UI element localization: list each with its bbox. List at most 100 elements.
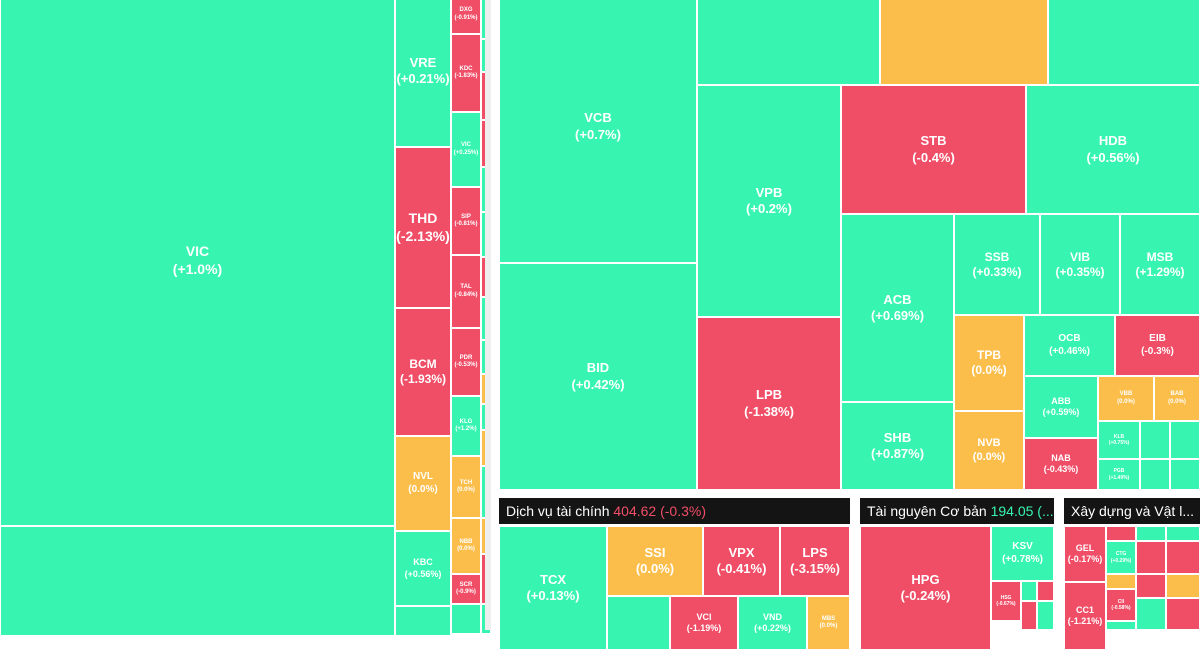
heatmap-cell-pgb[interactable]: PGB (+1.49%)	[1098, 459, 1140, 490]
sector-header-dvtc[interactable]: Dịch vụ tài chính 404.62 (-0.3%)	[499, 498, 850, 524]
change-label: (0.0%)	[819, 623, 838, 629]
change-label: (+1.49%)	[1108, 474, 1130, 481]
heatmap-cell-nbb[interactable]: NBB (0.0%)	[451, 518, 481, 574]
change-label: (+0.35%)	[1055, 264, 1105, 279]
heatmap-cell-lps[interactable]: LPS (-3.15%)	[780, 526, 850, 596]
heatmap-cell-unlabelled[interactable]	[1106, 574, 1136, 589]
change-label: (+0.56%)	[1086, 149, 1140, 165]
heatmap-cell-stb[interactable]: STB (-0.4%)	[841, 85, 1026, 214]
heatmap-cell-vpb[interactable]: VPB (+0.2%)	[697, 85, 841, 317]
ticker-label: TAL	[460, 284, 472, 290]
heatmap-cell-vib[interactable]: VIB (+0.35%)	[1040, 214, 1120, 315]
ticker-label: OCB	[1058, 333, 1081, 344]
heatmap-cell-ssi[interactable]: SSI (0.0%)	[607, 526, 703, 596]
heatmap-cell-unlabelled[interactable]	[1170, 421, 1200, 459]
sector-value: 404.62 (-0.3%)	[613, 503, 706, 519]
heatmap-cell-lpb[interactable]: LPB (-1.38%)	[697, 317, 841, 490]
ticker-label: CTG	[1115, 551, 1127, 558]
heatmap-cell-eib[interactable]: EIB (-0.3%)	[1115, 315, 1200, 376]
heatmap-cell-unlabelled[interactable]	[1166, 526, 1200, 541]
heatmap-cell-unlabelled[interactable]	[1037, 601, 1054, 630]
heatmap-cell-unlabelled[interactable]	[395, 606, 451, 636]
change-label: (+0.25%)	[453, 149, 479, 156]
heatmap-cell-unlabelled[interactable]	[1021, 601, 1037, 630]
heatmap-cell-tal[interactable]: TAL (-0.84%)	[451, 255, 481, 328]
heatmap-cell-unlabelled[interactable]	[1136, 574, 1166, 598]
heatmap-cell-unlabelled[interactable]	[1048, 0, 1200, 85]
heatmap-cell-pdr[interactable]: PDR (-0.53%)	[451, 328, 481, 396]
heatmap-cell-kbc[interactable]: KBC (+0.56%)	[395, 531, 451, 606]
heatmap-cell-hpg[interactable]: HPG (-0.24%)	[860, 526, 991, 650]
ticker-label: VCI	[696, 611, 712, 622]
heatmap-cell-unlabelled[interactable]	[697, 0, 880, 85]
heatmap-cell-bid[interactable]: BID (+0.42%)	[499, 263, 697, 490]
heatmap-cell-nab[interactable]: NAB (-0.43%)	[1024, 438, 1098, 490]
ticker-label: SIP	[461, 213, 471, 220]
change-label: (+1.0%)	[172, 260, 223, 277]
heatmap-cell-unlabelled[interactable]	[1106, 526, 1136, 541]
sector-header-xdvl[interactable]: Xây dựng và Vật l...	[1064, 498, 1200, 524]
heatmap-cell-bab[interactable]: BAB (0.0%)	[1154, 376, 1200, 421]
heatmap-cell-unlabelled[interactable]	[1021, 581, 1037, 601]
heatmap-cell-vre[interactable]: VRE (+0.21%)	[395, 0, 451, 147]
heatmap-cell-acb[interactable]: ACB (+0.69%)	[841, 214, 954, 402]
heatmap-cell-nvl[interactable]: NVL (0.0%)	[395, 436, 451, 531]
heatmap-cell-shb[interactable]: SHB (+0.87%)	[841, 402, 954, 490]
heatmap-cell-msb[interactable]: MSB (+1.29%)	[1120, 214, 1200, 315]
ticker-label: ACB	[883, 291, 912, 307]
heatmap-cell-unlabelled[interactable]	[1140, 459, 1170, 490]
heatmap-cell-tcx[interactable]: TCX (+0.13%)	[499, 526, 607, 650]
heatmap-cell-unlabelled[interactable]	[1170, 459, 1200, 490]
heatmap-cell-unlabelled[interactable]	[1136, 598, 1166, 630]
heatmap-cell-vcb[interactable]: VCB (+0.7%)	[499, 0, 697, 263]
heatmap-cell-vic[interactable]: VIC (+0.25%)	[451, 112, 481, 187]
heatmap-cell-unlabelled[interactable]	[1037, 581, 1054, 601]
change-label: (+0.87%)	[870, 446, 925, 461]
panel-scrollbar[interactable]	[485, 0, 491, 630]
change-label: (0.0%)	[1117, 398, 1135, 405]
heatmap-cell-mbs[interactable]: MBS (0.0%)	[807, 596, 850, 650]
change-label: (-1.19%)	[686, 623, 722, 633]
heatmap-cell-ksv[interactable]: KSV (+0.78%)	[991, 526, 1054, 581]
heatmap-cell-unlabelled[interactable]	[1106, 621, 1136, 630]
heatmap-cell-vic[interactable]: VIC (+1.0%)	[0, 0, 395, 526]
heatmap-cell-unlabelled[interactable]	[1140, 421, 1170, 459]
heatmap-cell-hsg[interactable]: HSG (-0.67%)	[991, 581, 1021, 621]
heatmap-cell-nvb[interactable]: NVB (0.0%)	[954, 411, 1024, 490]
heatmap-cell-kdc[interactable]: KDC (-1.83%)	[451, 34, 481, 112]
heatmap-cell-klg[interactable]: KLG (+1.2%)	[451, 396, 481, 456]
heatmap-cell-hdb[interactable]: HDB (+0.56%)	[1026, 85, 1200, 214]
heatmap-cell-abb[interactable]: ABB (+0.59%)	[1024, 376, 1098, 438]
heatmap-cell-ctg[interactable]: CTG (+0.29%)	[1106, 541, 1136, 574]
heatmap-cell-thd[interactable]: THD (-2.13%)	[395, 147, 451, 308]
heatmap-cell-unlabelled[interactable]	[1166, 574, 1200, 598]
heatmap-cell-unlabelled[interactable]	[607, 596, 670, 650]
change-label: (+0.22%)	[754, 623, 791, 633]
heatmap-cell-tch[interactable]: TCH (0.0%)	[451, 456, 481, 518]
heatmap-cell-unlabelled[interactable]	[1166, 598, 1200, 630]
heatmap-cell-bcm[interactable]: BCM (-1.93%)	[395, 308, 451, 436]
heatmap-cell-unlabelled[interactable]	[1136, 526, 1166, 541]
heatmap-cell-unlabelled[interactable]	[1136, 541, 1166, 574]
heatmap-cell-ocb[interactable]: OCB (+0.46%)	[1024, 315, 1115, 376]
change-label: (+0.21%)	[396, 71, 450, 86]
heatmap-cell-vbb[interactable]: VBB (0.0%)	[1098, 376, 1154, 421]
heatmap-cell-scr[interactable]: SCR (-0.9%)	[451, 574, 481, 604]
sector-header-tncb[interactable]: Tài nguyên Cơ bản 194.05 (...	[860, 498, 1054, 524]
heatmap-cell-unlabelled[interactable]	[0, 526, 395, 636]
heatmap-cell-dxg[interactable]: DXG (-0.91%)	[451, 0, 481, 34]
heatmap-cell-gel[interactable]: GEL (-0.17%)	[1064, 526, 1106, 582]
heatmap-cell-klb[interactable]: KLB (+0.75%)	[1098, 421, 1140, 459]
heatmap-cell-unlabelled[interactable]	[1166, 541, 1200, 574]
heatmap-cell-vci[interactable]: VCI (-1.19%)	[670, 596, 738, 650]
heatmap-cell-vnd[interactable]: VND (+0.22%)	[738, 596, 807, 650]
heatmap-cell-unlabelled[interactable]	[880, 0, 1048, 85]
heatmap-cell-vpx[interactable]: VPX (-0.41%)	[703, 526, 780, 596]
heatmap-cell-cc1[interactable]: CC1 (-1.21%)	[1064, 582, 1106, 650]
heatmap-cell-unlabelled[interactable]	[451, 604, 481, 634]
heatmap-cell-cii[interactable]: CII (-0.58%)	[1106, 589, 1136, 621]
heatmap-cell-ssb[interactable]: SSB (+0.33%)	[954, 214, 1040, 315]
heatmap-cell-tpb[interactable]: TPB (0.0%)	[954, 315, 1024, 411]
heatmap-cell-sip[interactable]: SIP (-0.81%)	[451, 187, 481, 255]
